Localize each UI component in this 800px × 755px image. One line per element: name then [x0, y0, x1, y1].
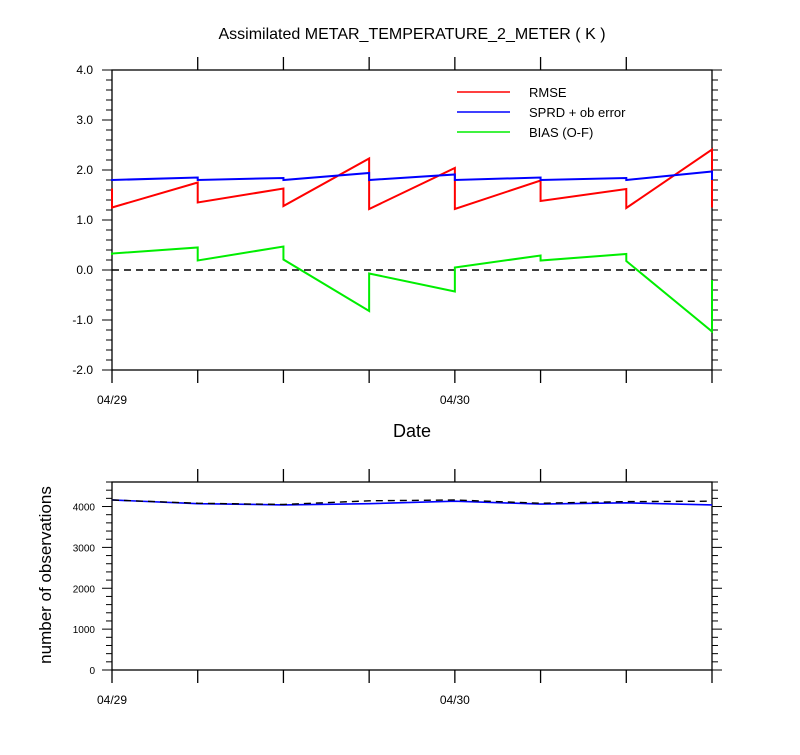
top-series-line-rmse [111, 147, 713, 211]
top-y-tick-label: 2.0 [76, 163, 93, 177]
bottom-x-tick-label: 04/29 [97, 693, 127, 707]
bottom-series-line-possible [111, 499, 713, 506]
bottom-x-tick-label: 04/30 [440, 693, 470, 707]
top-x-axis-label: Date [393, 421, 431, 441]
bottom-y-tick-label: 1000 [73, 625, 96, 636]
bottom-y-axis-label: number of observations [36, 486, 55, 664]
top-y-tick-label: 3.0 [76, 113, 93, 127]
top-x-tick-label: 04/29 [97, 393, 127, 407]
top-y-tick-label: -2.0 [72, 363, 93, 377]
bottom-plot: 04/29 04/30 4000 3000 2000 1000 0 [73, 469, 722, 707]
top-y-tick-label: 1.0 [76, 213, 93, 227]
top-y-tick-label: 4.0 [76, 63, 93, 77]
legend-label: RMSE [529, 85, 567, 100]
legend: RMSE SPRD + ob error BIAS (O-F) [457, 85, 626, 140]
bottom-y-tick-label: 0 [89, 666, 95, 677]
top-plot: 04/29 04/30 4.0 3.0 2.0 1.0 0.0 -1.0 -2.0 RMSE SPR… [72, 57, 722, 407]
top-x-tick-label: 04/30 [440, 393, 470, 407]
legend-label: SPRD + ob error [529, 105, 626, 120]
legend-label: BIAS (O-F) [529, 125, 593, 140]
top-y-tick-label: -1.0 [72, 313, 93, 327]
bottom-y-tick-label: 3000 [73, 543, 96, 554]
bottom-plot-frame [111, 481, 713, 671]
bottom-y-tick-label: 2000 [73, 584, 96, 595]
top-series-line-bias-o-f [111, 245, 713, 334]
bottom-y-tick-label: 4000 [73, 503, 96, 514]
chart-title: Assimilated METAR_TEMPERATURE_2_METER ( … [218, 26, 605, 43]
top-series-line-sprd-ob-error [111, 170, 713, 182]
top-y-tick-label: 0.0 [76, 263, 93, 277]
